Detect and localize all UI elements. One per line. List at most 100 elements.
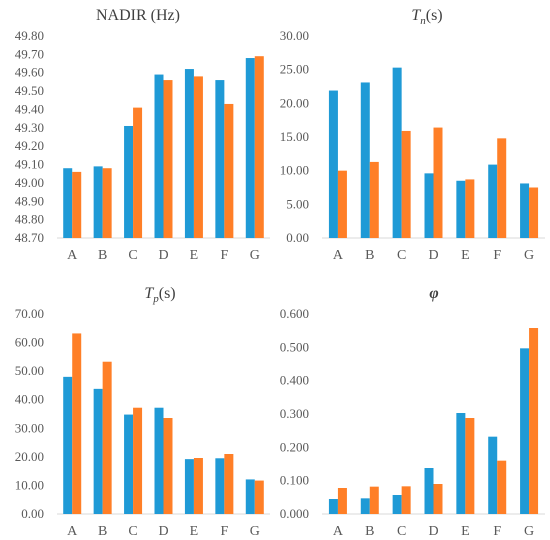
y-tick-label: 49.10 [15, 157, 44, 172]
y-tick-label: 25.00 [280, 62, 309, 77]
x-tick-label: E [461, 248, 470, 263]
x-tick-label: F [493, 524, 501, 539]
bar-A-series-2 [72, 333, 82, 514]
y-tick-label: 50.00 [15, 363, 44, 378]
x-tick-label: G [524, 524, 534, 539]
bar-B-series-2 [102, 168, 112, 238]
y-tick-label: 49.50 [15, 83, 44, 98]
y-tick-label: 70.00 [15, 306, 44, 321]
y-tick-label: 30.00 [15, 420, 44, 435]
bar-B-series-1 [360, 82, 370, 239]
bar-G-series-2 [529, 328, 539, 514]
x-tick-label: D [428, 524, 438, 539]
bar-C-series-1 [392, 67, 402, 238]
x-tick-label: G [250, 248, 260, 263]
bar-A-series-1 [328, 499, 338, 514]
bar-E-series-2 [465, 418, 475, 514]
x-tick-label: F [220, 248, 228, 263]
x-tick-label: B [98, 248, 107, 263]
y-tick-label: 0.600 [280, 306, 309, 321]
y-tick-label: 40.00 [15, 392, 44, 407]
y-tick-label: 30.00 [280, 28, 309, 43]
x-tick-label: A [333, 524, 344, 539]
y-tick-label: 49.70 [15, 46, 44, 61]
bar-E-series-1 [184, 69, 194, 239]
x-tick-label: C [397, 524, 406, 539]
y-tick-label: 20.00 [15, 449, 44, 464]
bar-E-series-2 [193, 76, 203, 239]
y-tick-label: 0.200 [280, 439, 309, 454]
x-tick-label: E [190, 248, 199, 263]
x-tick-label: E [190, 524, 199, 539]
chart-panel-1: Tn(s) 30.00 25.00 20.00 15.00 10.00 5.00 0.00 A B… [280, 7, 545, 263]
bar-D-series-1 [154, 74, 164, 239]
bar-D-series-1 [424, 468, 434, 514]
bar-B-series-1 [93, 388, 103, 514]
x-tick-label: C [128, 524, 137, 539]
bar-F-series-2 [497, 460, 507, 514]
bar-G-series-2 [529, 187, 539, 238]
x-tick-label: A [333, 248, 344, 263]
bar-F-series-2 [224, 454, 234, 514]
x-tick-label: E [461, 524, 470, 539]
bar-B-series-2 [102, 361, 112, 514]
bar-G-series-1 [520, 183, 530, 238]
chart-title: Tp(s) [144, 285, 175, 305]
bar-G-series-1 [245, 479, 255, 514]
chart-panel-0: NADIR (Hz) 49.80 49.70 49.60 49.50 49.40 49.30… [15, 7, 270, 263]
bar-C-series-1 [124, 414, 134, 514]
y-tick-label: 0.100 [280, 473, 309, 488]
bar-E-series-2 [193, 458, 203, 514]
bar-E-series-2 [465, 179, 475, 238]
x-tick-label: F [493, 248, 501, 263]
bar-A-series-1 [328, 90, 338, 238]
y-tick-label: 49.80 [15, 28, 44, 43]
bar-G-series-1 [520, 348, 530, 514]
y-tick-label: 49.00 [15, 175, 44, 190]
bar-B-series-2 [369, 161, 379, 238]
y-tick-label: 20.00 [280, 95, 309, 110]
bar-G-series-2 [254, 56, 264, 239]
y-tick-label: 5.00 [286, 196, 309, 211]
chart-panel-3: φ 0.600 0.500 0.400 0.300 0.200 0.100 0.000 A B C D… [280, 285, 545, 539]
bar-F-series-1 [488, 436, 498, 514]
chart-title: φ [429, 285, 438, 302]
bar-F-series-1 [488, 164, 498, 238]
y-tick-label: 0.00 [286, 230, 309, 245]
bar-A-series-1 [63, 376, 73, 514]
y-tick-label: 49.20 [15, 138, 44, 153]
y-tick-label: 0.500 [280, 339, 309, 354]
x-tick-label: B [365, 524, 374, 539]
bar-C-series-2 [133, 107, 143, 238]
bar-G-series-2 [254, 480, 264, 514]
y-tick-label: 10.00 [15, 477, 44, 492]
bar-A-series-1 [63, 168, 73, 238]
bar-E-series-1 [456, 413, 466, 514]
y-tick-label: 0.300 [280, 406, 309, 421]
chart-title: Tn(s) [411, 7, 442, 27]
bar-D-series-2 [433, 484, 443, 514]
y-tick-label: 49.60 [15, 65, 44, 80]
x-tick-label: C [128, 248, 137, 263]
bar-D-series-1 [424, 173, 434, 238]
bar-D-series-2 [163, 418, 173, 514]
bar-C-series-1 [124, 125, 134, 238]
y-tick-label: 0.00 [21, 506, 44, 521]
x-tick-label: D [158, 248, 168, 263]
bar-B-series-2 [369, 486, 379, 514]
x-tick-label: A [67, 248, 78, 263]
y-tick-label: 10.00 [280, 163, 309, 178]
x-tick-label: G [250, 524, 260, 539]
y-tick-label: 60.00 [15, 335, 44, 350]
x-tick-label: B [365, 248, 374, 263]
bar-C-series-2 [401, 486, 411, 514]
y-tick-label: 15.00 [280, 129, 309, 144]
bar-C-series-2 [133, 407, 143, 514]
x-tick-label: C [397, 248, 406, 263]
y-tick-label: 49.30 [15, 120, 44, 135]
y-tick-label: 48.80 [15, 212, 44, 227]
bar-B-series-1 [93, 166, 103, 238]
bar-D-series-2 [163, 80, 173, 238]
